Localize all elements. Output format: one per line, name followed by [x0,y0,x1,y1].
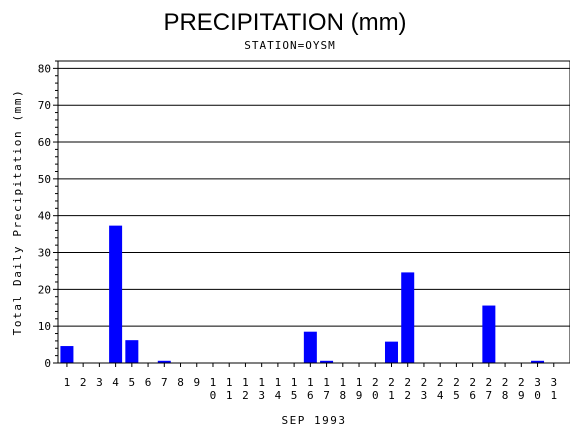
y-tick-label: 10 [38,320,51,333]
x-tick-label: 2 [80,376,87,389]
bar [303,331,317,363]
bar [109,225,123,363]
x-tick-label: 4 [112,376,119,389]
x-tick-label: 6 [145,376,152,389]
y-tick-label: 70 [38,99,51,112]
y-axis-ticks: 0 10 20 30 40 50 60 70 80 [38,60,58,370]
y-tick-label: 0 [44,357,51,370]
y-tick-label: 80 [38,62,51,75]
x-tick-label: 8 [177,376,184,389]
y-axis-label: Total Daily Precipitation (mm) [11,89,24,336]
plot-frame [57,60,570,364]
x-tick-label: 1 [64,376,71,389]
bar [157,360,171,363]
x-tick-label: 5 [129,376,136,389]
x-axis-label: SEP 1993 [282,414,347,427]
gridlines [58,67,570,327]
x-tick-label: 9 [193,376,200,389]
x-axis-ticks: 1 2 3 4 5 6 7 8 9 1 01 11 21 31 41 51 61 71 81 92 02 12 22 32 42… [64,363,557,402]
bar [320,360,334,363]
bar [482,305,496,363]
bar [401,272,415,363]
x-tick-label: 7 [161,376,168,389]
y-tick-label: 40 [38,210,51,223]
bar [531,360,545,363]
y-tick-label: 30 [38,247,51,260]
x-tick-label: 3 [96,376,103,389]
bars [60,225,545,363]
bar [60,346,74,363]
y-tick-label: 20 [38,283,51,296]
bar [125,340,139,363]
chart-subtitle: STATION=OYSM [244,39,335,52]
y-tick-label: 60 [38,136,51,149]
y-tick-label: 50 [38,173,51,186]
bar [384,341,398,363]
chart-title: PRECIPITATION (mm) [163,9,406,36]
